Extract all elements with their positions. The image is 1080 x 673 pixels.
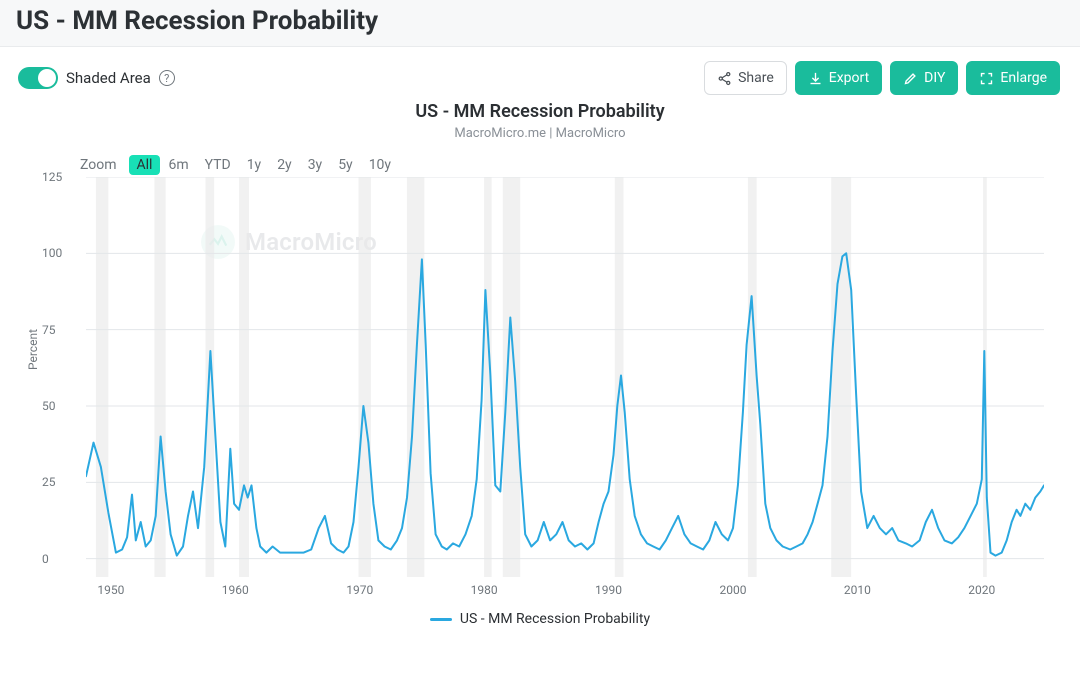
chart-title: US - MM Recession Probability	[0, 101, 1080, 122]
zoom-option-3y[interactable]: 3y	[300, 155, 331, 175]
x-tick: 1980	[471, 583, 498, 597]
page-title: US - MM Recession Probability	[16, 6, 1064, 36]
legend-swatch	[430, 618, 452, 621]
chart-toolbar: Shaded Area ? Share Export DIY Enlarge	[0, 47, 1080, 95]
export-button[interactable]: Export	[795, 61, 882, 95]
help-icon[interactable]: ?	[159, 70, 175, 86]
shaded-area-toggle[interactable]	[18, 67, 58, 89]
enlarge-button[interactable]: Enlarge	[966, 61, 1060, 95]
share-button[interactable]: Share	[704, 61, 787, 95]
page-header: US - MM Recession Probability	[0, 0, 1080, 47]
enlarge-label: Enlarge	[1000, 70, 1047, 86]
zoom-option-ytd[interactable]: YTD	[197, 155, 239, 175]
chart-wrap: Percent MacroMicro 025507510012519501960…	[30, 177, 1050, 577]
zoom-bar: Zoom All6mYTD1y2y3y5y10y	[80, 157, 1080, 173]
zoom-option-1y[interactable]: 1y	[239, 155, 270, 175]
x-tick: 1960	[222, 583, 249, 597]
right-tools: Share Export DIY Enlarge	[704, 61, 1060, 95]
y-tick: 25	[42, 475, 56, 489]
left-tools: Shaded Area ?	[18, 67, 175, 89]
y-axis-label: Percent	[26, 329, 40, 370]
download-icon	[808, 71, 823, 86]
zoom-option-all[interactable]: All	[129, 155, 161, 175]
zoom-option-6m[interactable]: 6m	[160, 155, 196, 175]
y-tick: 0	[42, 552, 49, 566]
shaded-area-label: Shaded Area	[66, 69, 151, 87]
zoom-label: Zoom	[80, 157, 117, 173]
diy-button[interactable]: DIY	[890, 61, 958, 95]
enlarge-icon	[979, 71, 994, 86]
chart-subtitle: MacroMicro.me | MacroMicro	[0, 126, 1080, 141]
x-tick: 1970	[346, 583, 373, 597]
legend-label: US - MM Recession Probability	[460, 611, 650, 627]
chart-plot[interactable]: MacroMicro 02550751001251950196019701980…	[86, 177, 1044, 577]
x-tick: 1990	[595, 583, 622, 597]
y-tick: 125	[42, 170, 62, 184]
share-icon	[717, 71, 732, 86]
y-tick: 50	[42, 399, 56, 413]
zoom-option-5y[interactable]: 5y	[330, 155, 361, 175]
x-tick: 2020	[968, 583, 995, 597]
y-tick: 100	[42, 246, 62, 260]
pencil-icon	[903, 71, 918, 86]
x-tick: 2000	[719, 583, 746, 597]
y-tick: 75	[42, 323, 56, 337]
export-label: Export	[829, 70, 869, 86]
x-tick: 1950	[97, 583, 124, 597]
zoom-option-10y[interactable]: 10y	[361, 155, 399, 175]
diy-label: DIY	[924, 70, 945, 86]
chart-titles: US - MM Recession Probability MacroMicro…	[0, 101, 1080, 141]
chart-legend: US - MM Recession Probability	[0, 611, 1080, 627]
x-tick: 2010	[844, 583, 871, 597]
zoom-option-2y[interactable]: 2y	[269, 155, 300, 175]
share-label: Share	[738, 70, 774, 86]
